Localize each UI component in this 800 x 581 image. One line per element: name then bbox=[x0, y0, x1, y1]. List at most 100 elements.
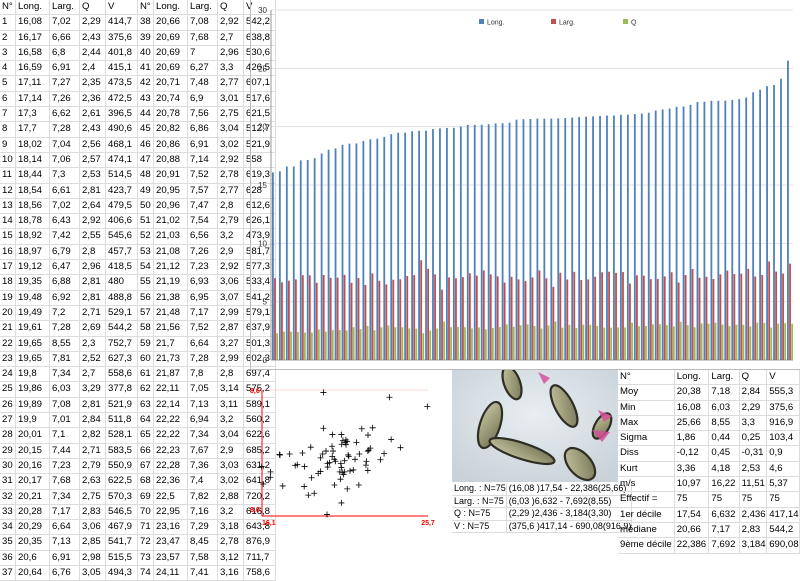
table-cell: 529,1 bbox=[105, 305, 138, 322]
bar-larg bbox=[482, 270, 485, 360]
table-cell: 3,11 bbox=[217, 397, 244, 414]
scatter-point bbox=[307, 444, 314, 451]
table-cell: 22,95 bbox=[153, 504, 188, 521]
table-cell: 69 bbox=[137, 489, 154, 505]
table-cell: 16,17 bbox=[15, 30, 50, 46]
bar-q bbox=[484, 329, 487, 360]
table-cell: 2,9 bbox=[217, 244, 244, 261]
scatter-point bbox=[362, 462, 369, 469]
table-cell: 64 bbox=[137, 412, 154, 429]
bar-long bbox=[557, 118, 560, 360]
table-row: 25 19,86 6,03 3,29 377,8 62 22,11 7,05 3,14 575,2 bbox=[0, 381, 276, 398]
bar-q bbox=[547, 325, 550, 360]
table-cell: 56 bbox=[137, 290, 154, 306]
stats-cell: 20,66 bbox=[674, 522, 710, 539]
scatter-point bbox=[320, 389, 327, 396]
table-cell: 3,27 bbox=[217, 336, 244, 352]
table-cell: 2,75 bbox=[79, 489, 106, 505]
bar-larg bbox=[615, 272, 617, 360]
bar-larg bbox=[684, 275, 687, 360]
table-cell: 18,44 bbox=[15, 167, 50, 184]
table-cell: 7,05 bbox=[187, 381, 218, 398]
scatter-axis-label: 8,6 bbox=[250, 388, 260, 395]
bar-q bbox=[679, 321, 682, 360]
bar-long bbox=[285, 166, 288, 360]
table-cell: 570,3 bbox=[105, 489, 138, 505]
stats-row: Max 25,66 8,55 3,3 916,9 bbox=[618, 415, 800, 432]
table-cell: 619,3 bbox=[243, 167, 276, 184]
table-cell: 7,41 bbox=[187, 565, 218, 581]
table-row: 22 19,65 8,55 2,3 752,7 59 21,7 6,64 3,27 501,3 bbox=[0, 336, 276, 352]
bar-long bbox=[432, 129, 434, 360]
bar-q bbox=[658, 324, 661, 360]
table-cell: 13 bbox=[0, 198, 16, 215]
bar-long bbox=[689, 104, 692, 360]
bar-long bbox=[675, 106, 678, 360]
bar-larg bbox=[524, 281, 527, 360]
table-cell: 50 bbox=[137, 198, 154, 215]
stats-cell: 22,386 bbox=[674, 537, 710, 554]
bar-larg bbox=[336, 277, 339, 360]
table-cell: 58 bbox=[137, 320, 154, 337]
column-header: Long. bbox=[674, 370, 710, 386]
scatter-point bbox=[260, 481, 267, 488]
column-header: Larg. bbox=[708, 370, 740, 386]
table-cell: 377,8 bbox=[105, 381, 138, 398]
scatter-point bbox=[356, 450, 363, 457]
bar-q bbox=[505, 324, 508, 360]
table-cell: 7,02 bbox=[49, 14, 80, 31]
table-cell: 414,7 bbox=[105, 14, 138, 31]
table-row: 7 17,3 6,62 2,61 396,5 44 20,78 7,56 2,75 621,5 bbox=[0, 106, 276, 123]
scatter-point bbox=[344, 438, 351, 445]
bar-larg bbox=[413, 275, 416, 360]
table-cell: 6,8 bbox=[49, 45, 80, 62]
table-cell: 583,5 bbox=[105, 443, 138, 459]
table-cell: 2,92 bbox=[79, 213, 106, 230]
table-cell: 375,6 bbox=[105, 30, 138, 46]
table-cell: 2,77 bbox=[217, 75, 244, 92]
scatter-point bbox=[369, 424, 376, 431]
bar-long bbox=[369, 139, 372, 360]
table-row: 37 20,64 6,76 3,05 494,3 74 24,11 7,41 3,16 758,6 bbox=[0, 565, 276, 581]
table-cell: 7 bbox=[0, 106, 16, 123]
bar-larg bbox=[677, 282, 680, 360]
bar-chart: 0 5 10 15 20 25 30 Long. Larg. Q bbox=[258, 6, 794, 365]
table-cell: 18,97 bbox=[15, 244, 50, 261]
table-cell: 2,53 bbox=[79, 167, 106, 184]
table-cell: 19,89 bbox=[15, 397, 50, 414]
bar-larg bbox=[420, 260, 423, 360]
table-cell: 60 bbox=[137, 351, 154, 368]
bar-long bbox=[585, 116, 588, 360]
bar-q bbox=[512, 326, 515, 360]
table-cell: 473,9 bbox=[243, 228, 276, 245]
table-cell: 11 bbox=[0, 167, 16, 184]
table-cell: 7,8 bbox=[187, 366, 218, 383]
bar-larg bbox=[329, 277, 332, 360]
column-header: N° bbox=[618, 370, 675, 386]
bar-long bbox=[571, 117, 574, 360]
table-cell: 468,1 bbox=[105, 137, 138, 153]
table-cell: 7,4 bbox=[187, 473, 218, 490]
table-cell: 20,74 bbox=[153, 91, 188, 108]
table-cell: 18,14 bbox=[15, 152, 50, 169]
table-cell: 7,28 bbox=[49, 121, 80, 138]
table-cell: 6,27 bbox=[187, 60, 218, 77]
bar-long bbox=[592, 116, 594, 361]
table-cell: 20,69 bbox=[153, 30, 188, 46]
table-cell: 3,03 bbox=[217, 458, 244, 475]
table-cell: 21,03 bbox=[153, 228, 188, 245]
bar-q bbox=[380, 327, 383, 360]
table-cell: 48 bbox=[137, 167, 154, 184]
stats-cell: m/s bbox=[618, 476, 675, 493]
bar-long bbox=[703, 101, 706, 360]
stats-cell: 9ème décile bbox=[618, 537, 675, 554]
table-cell: 22 bbox=[0, 336, 16, 352]
table-row: 23 19,65 7,81 2,52 627,3 60 21,73 7,28 2,99 602,3 bbox=[0, 351, 276, 368]
table-cell: 581,7 bbox=[243, 244, 276, 261]
stats-row: Kurt 3,36 4,18 2,53 4,6 bbox=[618, 461, 800, 478]
bar-q bbox=[624, 327, 626, 360]
stats-row: m/s 10,97 16,22 11,51 5,37 bbox=[618, 476, 800, 493]
bar-larg bbox=[455, 278, 457, 360]
scatter-point bbox=[338, 499, 345, 506]
bar-q bbox=[568, 324, 571, 360]
